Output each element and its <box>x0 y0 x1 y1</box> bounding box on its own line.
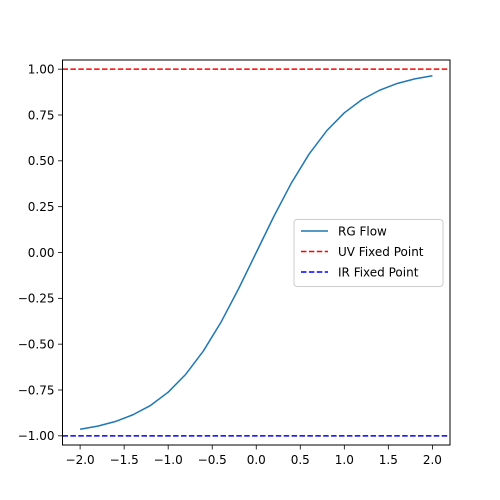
x-axis: −2.0 −1.5 −1.0 −0.5 0.0 0.5 1.0 1.5 2.0 <box>66 445 442 467</box>
rg-flow-line <box>79 75 433 430</box>
y-tick-label: 0.50 <box>28 154 55 168</box>
y-tick-label: 0.75 <box>28 108 55 122</box>
y-tick-label: −0.75 <box>18 383 55 397</box>
legend: RG Flow UV Fixed Point IR Fixed Point <box>293 219 444 287</box>
y-tick-label: −0.25 <box>18 292 55 306</box>
x-tick-label: 0.5 <box>291 453 310 467</box>
x-tick-label: 1.5 <box>379 453 398 467</box>
legend-label: RG Flow <box>338 224 387 238</box>
x-tick-label: −1.5 <box>110 453 139 467</box>
legend-box <box>293 219 444 287</box>
y-tick-label: 0.25 <box>28 200 55 214</box>
y-axis: −1.00 −0.75 −0.50 −0.25 0.00 0.25 0.50 0.75 1.00 <box>18 62 63 443</box>
y-tick-label: −0.50 <box>18 337 55 351</box>
x-tick-label: 0.0 <box>247 453 266 467</box>
plot-area <box>62 68 450 437</box>
x-tick-label: −1.0 <box>154 453 183 467</box>
y-tick-label: 0.00 <box>28 246 55 260</box>
legend-label: IR Fixed Point <box>338 265 419 279</box>
y-tick-label: 1.00 <box>28 62 55 76</box>
x-tick-label: 2.0 <box>423 453 442 467</box>
x-tick-label: −0.5 <box>198 453 227 467</box>
x-tick-label: −2.0 <box>66 453 95 467</box>
y-tick-label: −1.00 <box>18 429 55 443</box>
legend-label: UV Fixed Point <box>338 245 424 259</box>
x-tick-label: 1.0 <box>335 453 354 467</box>
